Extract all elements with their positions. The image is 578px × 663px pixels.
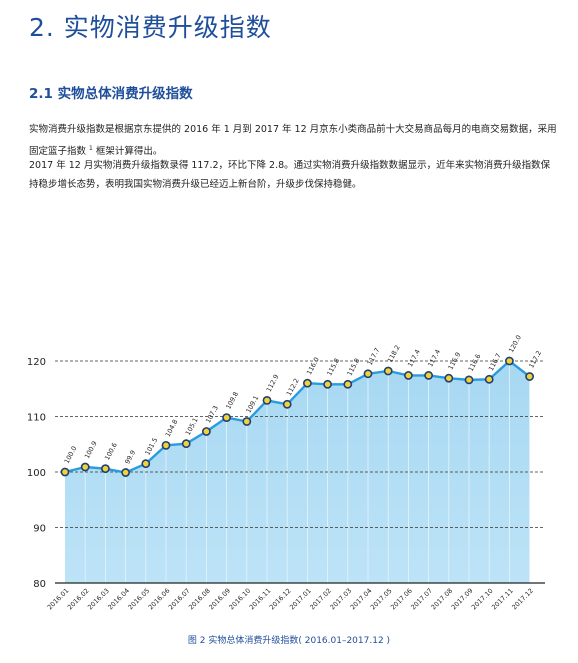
data-point <box>464 375 474 385</box>
data-label: 100.0 <box>63 445 79 465</box>
data-label: 116.9 <box>447 351 463 371</box>
summary-paragraph: 2017 年 12 月实物消费升级指数录得 117.2，环比下降 2.8。通过实… <box>29 160 551 190</box>
data-point <box>424 371 433 380</box>
data-label: 99.9 <box>123 449 137 466</box>
footnote-marker: 1 <box>89 145 93 152</box>
data-label: 107.3 <box>204 404 220 424</box>
data-point <box>525 372 534 381</box>
data-point <box>282 399 292 409</box>
subsection-title: 2.1 实物总体消费升级指数 <box>29 86 193 102</box>
y-tick-label: 110 <box>27 413 46 424</box>
data-point <box>161 440 171 450</box>
y-tick-label: 90 <box>33 524 46 535</box>
intro-text-a: 实物消费升级指数是根据京东提供的 2016 年 1 月到 2017 年 12 月… <box>29 124 557 158</box>
y-tick-label: 80 <box>33 579 46 590</box>
data-label: 117.7 <box>366 347 382 367</box>
y-tick-label: 120 <box>27 357 46 368</box>
data-point <box>101 464 110 474</box>
data-label: 100.6 <box>103 441 119 461</box>
data-point <box>484 374 494 384</box>
data-point <box>80 462 90 472</box>
data-label: 112.9 <box>265 373 281 393</box>
data-label: 116.0 <box>305 356 321 376</box>
data-point <box>343 379 353 389</box>
data-point <box>323 379 332 389</box>
data-point <box>60 467 70 477</box>
data-label: 117.2 <box>527 349 543 369</box>
data-label: 118.2 <box>386 344 402 364</box>
data-label: 115.8 <box>325 357 341 377</box>
data-point <box>444 373 454 383</box>
data-label: 115.8 <box>346 357 362 377</box>
section-title: 2. 实物消费升级指数 <box>29 13 272 42</box>
data-point <box>181 439 191 449</box>
data-point <box>121 468 130 477</box>
data-point <box>201 427 211 436</box>
x-tick-label: 2017.12 <box>510 587 535 612</box>
data-label: 100.9 <box>83 440 99 460</box>
data-point <box>242 417 252 426</box>
data-point <box>403 371 413 380</box>
data-label: 120.0 <box>507 334 523 354</box>
intro-text-b: 框架计算得出。 <box>92 146 163 158</box>
data-point <box>141 459 151 469</box>
data-label: 117.4 <box>426 348 442 368</box>
intro-paragraph: 实物消费升级指数是根据京东提供的 2016 年 1 月到 2017 年 12 月… <box>29 120 559 161</box>
data-point <box>222 413 231 423</box>
figure-caption: 图 2 实物总体消费升级指数( 2016.01–2017.12 ) <box>187 636 391 646</box>
data-label: 117.4 <box>406 348 422 368</box>
data-label: 116.6 <box>467 353 483 373</box>
data-point <box>383 366 393 376</box>
data-point <box>504 356 514 366</box>
data-label: 105.1 <box>184 416 200 436</box>
data-point <box>363 369 373 379</box>
data-label: 109.8 <box>224 390 240 410</box>
data-point <box>262 396 272 405</box>
y-tick-label: 100 <box>27 468 46 479</box>
data-point <box>302 378 312 388</box>
data-label: 104.8 <box>164 418 180 438</box>
